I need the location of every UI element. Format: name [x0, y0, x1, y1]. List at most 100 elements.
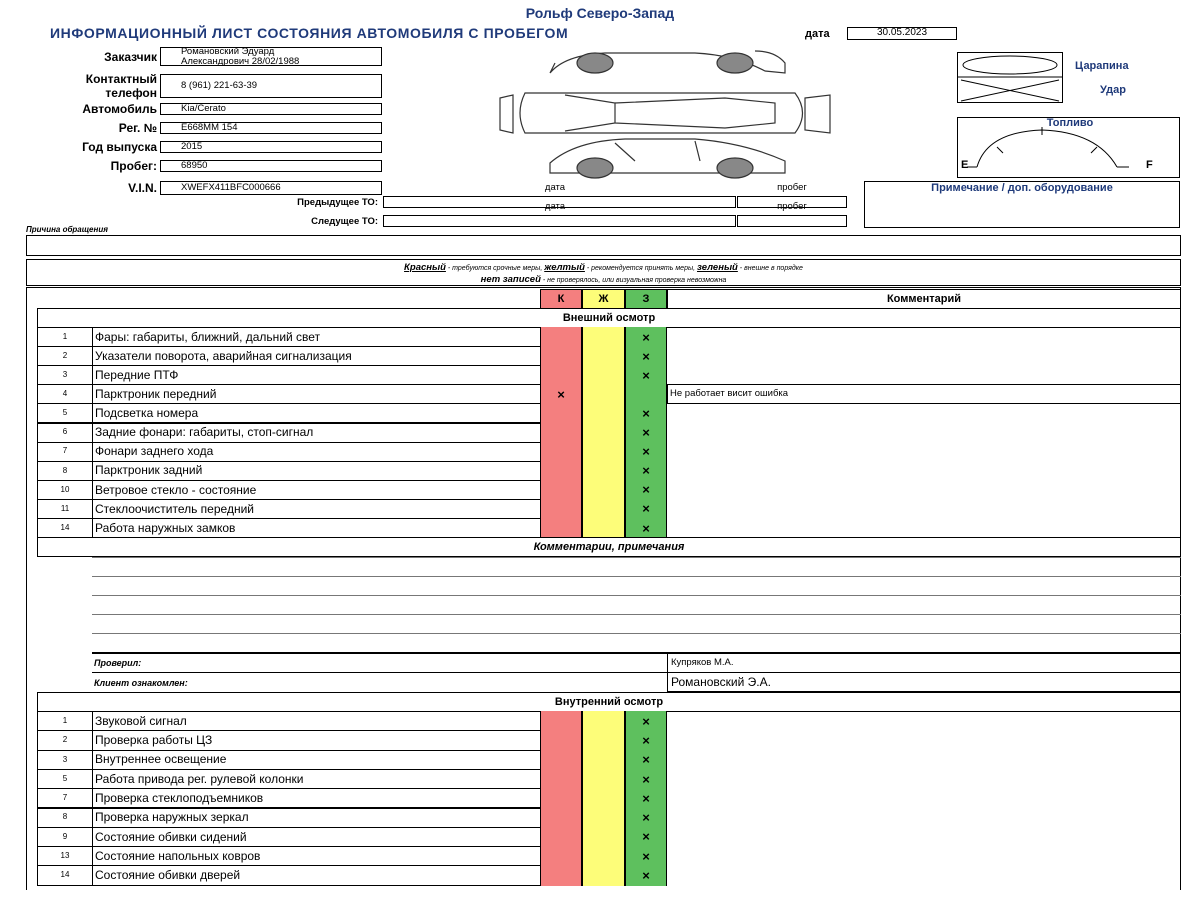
row-number: 1 — [37, 711, 93, 732]
status-cell — [582, 826, 625, 848]
table-border — [26, 287, 1181, 890]
row-number: 9 — [37, 826, 93, 848]
row-item: Парктроник задний — [92, 460, 541, 481]
fuel-box — [957, 117, 1180, 178]
client: Романовский Э.А. — [667, 672, 1181, 692]
field-label: Рег. № — [118, 121, 157, 135]
service-label: Следущее ТО: — [311, 215, 378, 227]
status-cell — [582, 460, 625, 481]
status-cell — [540, 768, 582, 790]
status-cell — [582, 749, 625, 770]
company: Рольф Северо-Запад — [525, 5, 675, 21]
status-cell: × — [625, 711, 667, 732]
status-cell: × — [625, 749, 667, 770]
column-header: Ж — [582, 289, 625, 309]
comment-line — [92, 652, 1181, 654]
field-label: Контактный телефон — [85, 72, 157, 100]
status-cell — [582, 711, 625, 732]
status-cell: × — [625, 479, 667, 500]
legend-text: - не проверялось, или визуальная проверк… — [540, 277, 727, 284]
status-cell — [540, 441, 582, 462]
status-cell: × — [625, 730, 667, 751]
status-cell: × — [540, 384, 582, 405]
status-cell: × — [625, 422, 667, 443]
row-item: Проверка наружных зеркал — [92, 807, 541, 828]
row-number: 8 — [37, 807, 93, 828]
status-cell — [582, 479, 625, 500]
reason-label: Причина обращения — [26, 225, 108, 234]
row-item: Внутреннее освещение — [92, 749, 541, 770]
status-cell — [540, 788, 582, 809]
row-item: Ветровое стекло - состояние — [92, 479, 541, 500]
row-number: 7 — [37, 441, 93, 462]
status-cell — [582, 365, 625, 386]
status-cell — [582, 384, 625, 405]
client-label: Клиент ознакомлен: — [94, 678, 188, 688]
status-cell — [540, 479, 582, 500]
section-title: Внутренний осмотр — [37, 692, 1181, 712]
row-item: Задние фонари: габариты, стоп-сигнал — [92, 422, 541, 443]
status-cell: × — [625, 807, 667, 828]
legend-text: желтый — [544, 262, 585, 273]
field-value: XWEFX411BFC000666 — [160, 181, 382, 195]
service-date-box — [383, 196, 736, 208]
status-cell: × — [625, 826, 667, 848]
note-box — [864, 181, 1180, 228]
fuel-empty: E — [961, 159, 969, 171]
status-cell: × — [625, 403, 667, 424]
row-number: 8 — [37, 460, 93, 481]
comment-area — [667, 711, 1181, 886]
row-item: Фары: габариты, ближний, дальний свет — [92, 327, 541, 348]
color-legend-line: нет записей - не проверялось, или визуал… — [26, 274, 1181, 285]
status-cell: × — [625, 365, 667, 386]
row-number: 7 — [37, 788, 93, 809]
row-item: Работа привода рег. рулевой колонки — [92, 768, 541, 790]
row-number: 3 — [37, 365, 93, 386]
row-item: Стеклоочиститель передний — [92, 498, 541, 519]
row-item: Указатели поворота, аварийная сигнализац… — [92, 346, 541, 367]
legend-text: нет записей — [480, 274, 541, 285]
status-cell: × — [625, 788, 667, 809]
status-cell — [582, 422, 625, 443]
field-value: 68950 — [160, 160, 382, 172]
status-cell: × — [625, 441, 667, 462]
status-cell — [540, 460, 582, 481]
row-item: Проверка стеклоподъемников — [92, 788, 541, 809]
status-cell — [582, 498, 625, 519]
row-number: 10 — [37, 479, 93, 500]
row-number: 2 — [37, 346, 93, 367]
field-value: Романовский Эдуард Александрович 28/02/1… — [160, 46, 382, 66]
color-legend-box — [26, 259, 1181, 286]
status-cell — [540, 327, 582, 348]
column-header: К — [540, 289, 582, 309]
status-cell — [582, 518, 625, 539]
row-number: 5 — [37, 768, 93, 790]
reason-box — [26, 235, 1181, 256]
status-cell — [582, 346, 625, 367]
comment-line — [92, 576, 1181, 577]
note-label: Примечание / доп. оборудование — [931, 182, 1113, 194]
legend-text: зеленый — [697, 262, 738, 273]
hit-label: Удар — [1100, 84, 1126, 96]
fuel-label: Топливо — [1046, 117, 1094, 129]
legend-text: - требуются срочные меры, — [445, 265, 545, 272]
field-label: V.I.N. — [128, 181, 157, 195]
row-item: Состояние напольных ковров — [92, 846, 541, 867]
comment-line — [92, 633, 1181, 634]
row-item: Передние ПТФ — [92, 365, 541, 386]
status-cell — [582, 768, 625, 790]
comment-line — [92, 557, 1181, 558]
status-cell — [582, 788, 625, 809]
row-number: 14 — [37, 865, 93, 886]
legend-text: - рекомендуется принять меры, — [584, 265, 698, 272]
row-number: 4 — [37, 384, 93, 405]
comment-line — [92, 614, 1181, 615]
field-value: Е668ММ 154 — [160, 122, 382, 134]
row-number: 6 — [37, 422, 93, 443]
status-cell — [540, 365, 582, 386]
row-number: 13 — [37, 846, 93, 867]
status-cell: × — [625, 768, 667, 790]
status-cell — [582, 403, 625, 424]
row-item: Фонари заднего хода — [92, 441, 541, 462]
